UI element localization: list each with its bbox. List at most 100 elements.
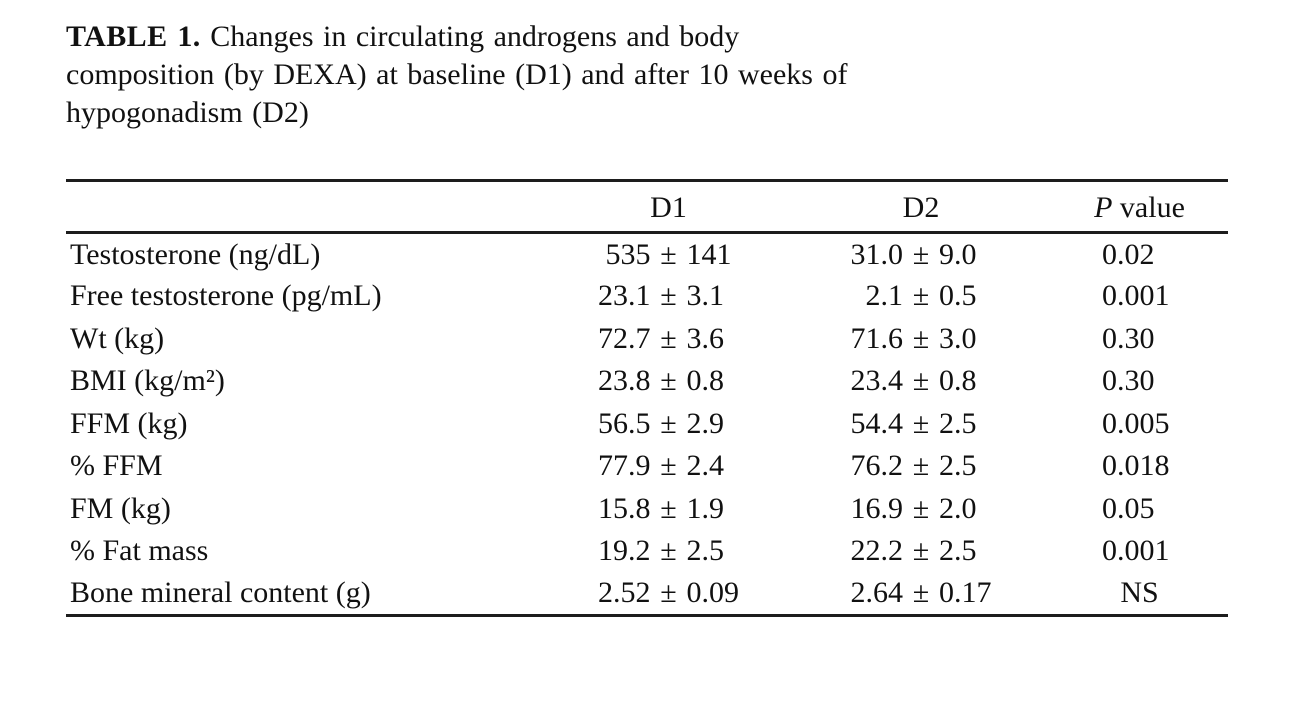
p-value-cell: 0.05	[1051, 488, 1228, 531]
header-row: D1 D2 P value	[66, 180, 1228, 234]
row-label: FFM (kg)	[70, 406, 188, 440]
plus-minus-sign: ±	[660, 449, 677, 483]
d2-measurement-cell: 71.6 ±3.0	[791, 318, 1051, 361]
table-row: FM (kg) 15.8 ±1.9 16.9 ±2.0 0.05	[66, 488, 1228, 531]
row-label: BMI (kg/m²)	[70, 364, 225, 398]
d1-measurement-cell: 23.1 ±3.1	[546, 275, 791, 318]
p-value-cell: 0.30	[1051, 318, 1228, 361]
sd-value: 0.17	[939, 576, 992, 609]
p-symbol: P	[1094, 191, 1113, 224]
mean-value: 2.52	[598, 576, 651, 609]
row-label: Free testosterone (pg/mL)	[70, 279, 382, 313]
row-label: Wt (kg)	[70, 321, 165, 355]
p-value-cell: 0.018	[1051, 445, 1228, 488]
mean-value: 2.64	[850, 576, 904, 609]
row-label: Testosterone (ng/dL)	[70, 237, 321, 271]
table-row: Free testosterone (pg/mL) 23.1 ±3.1 2.1 ±0.5…	[66, 275, 1228, 318]
table-caption-number: TABLE 1.	[66, 20, 201, 53]
table-row: BMI (kg/m²) 23.8 ±0.8 23.4 ±0.8 0.30	[66, 360, 1228, 403]
p-value: 0.02	[1102, 237, 1155, 271]
mean-value: 23.4	[850, 364, 904, 398]
mean-value: 535	[605, 237, 651, 271]
d1-measurement-cell: 2.52 ±0.09	[546, 573, 791, 616]
table-body: Testosterone (ng/dL) 535 ±141 31.0 ±9.0 0.02 F…	[66, 233, 1228, 616]
table-caption: TABLE 1. Changes in circulating androgen…	[66, 18, 1300, 132]
mean-value: 31.0	[850, 237, 904, 271]
header-d2: D2	[791, 180, 1051, 234]
mean-value: 15.8	[598, 491, 651, 525]
plus-minus-sign: ±	[912, 364, 930, 398]
sd-value: 2.0	[939, 491, 977, 525]
plus-minus-sign: ±	[660, 576, 677, 609]
mean-value: 22.2	[850, 534, 904, 568]
sd-value: 2.5	[939, 534, 977, 568]
table-row: Testosterone (ng/dL) 535 ±141 31.0 ±9.0 0.02	[66, 233, 1228, 276]
p-value: 0.005	[1102, 406, 1170, 440]
plus-minus-sign: ±	[660, 237, 677, 271]
row-label: % FFM	[70, 449, 163, 483]
table-row: % Fat mass 19.2 ±2.5 22.2 ±2.5 0.001	[66, 530, 1228, 573]
p-value: 0.30	[1102, 364, 1155, 398]
mean-value: 71.6	[850, 321, 904, 355]
header-parameter-blank	[66, 180, 546, 234]
sd-value: 0.8	[686, 364, 725, 398]
mean-value: 72.7	[598, 321, 651, 355]
results-table: D1 D2 P value Testosterone (ng/dL) 535 ±14…	[66, 179, 1228, 617]
p-value: 0.05	[1102, 491, 1155, 525]
p-value-cell: 0.001	[1051, 275, 1228, 318]
mean-value: 23.1	[598, 279, 651, 313]
plus-minus-sign: ±	[660, 321, 677, 355]
plus-minus-sign: ±	[912, 576, 930, 609]
sd-value: 0.09	[686, 576, 740, 609]
mean-value: 16.9	[850, 491, 904, 525]
plus-minus-sign: ±	[912, 321, 930, 355]
d2-measurement-cell: 54.4 ±2.5	[791, 403, 1051, 446]
p-value-cell: NS	[1051, 573, 1228, 616]
d1-measurement-cell: 56.5 ±2.9	[546, 403, 791, 446]
d2-measurement-cell: 22.2 ±2.5	[791, 530, 1051, 573]
mean-value: 76.2	[850, 449, 904, 483]
caption-line-1: Changes in circulating androgens and bod…	[210, 20, 740, 53]
plus-minus-sign: ±	[912, 237, 930, 271]
mean-value: 56.5	[598, 406, 651, 440]
plus-minus-sign: ±	[912, 449, 930, 483]
row-label: Bone mineral content (g)	[70, 576, 371, 609]
mean-value: 23.8	[598, 364, 651, 398]
sd-value: 9.0	[939, 237, 977, 271]
plus-minus-sign: ±	[912, 406, 930, 440]
sd-value: 2.4	[686, 449, 725, 483]
paper-page: TABLE 1. Changes in circulating androgen…	[0, 18, 1300, 617]
table-row: FFM (kg) 56.5 ±2.9 54.4 ±2.5 0.005	[66, 403, 1228, 446]
d1-measurement-cell: 72.7 ±3.6	[546, 318, 791, 361]
sd-value: 3.1	[686, 279, 725, 313]
sd-value: 2.5	[686, 534, 725, 568]
d2-measurement-cell: 2.64 ±0.17	[791, 573, 1051, 616]
p-value: 0.018	[1102, 449, 1170, 483]
sd-value: 1.9	[686, 491, 725, 525]
caption-line-3: hypogonadism (D2)	[66, 96, 309, 129]
d1-measurement-cell: 19.2 ±2.5	[546, 530, 791, 573]
sd-value: 2.5	[939, 406, 977, 440]
mean-value: 19.2	[598, 534, 651, 568]
row-label: % Fat mass	[70, 534, 209, 568]
sd-value: 2.5	[939, 449, 977, 483]
mean-value: 54.4	[850, 406, 904, 440]
caption-line-2: composition (by DEXA) at baseline (D1) a…	[66, 58, 848, 91]
d1-measurement-cell: 77.9 ±2.4	[546, 445, 791, 488]
d2-measurement-cell: 23.4 ±0.8	[791, 360, 1051, 403]
p-value-cell: 0.005	[1051, 403, 1228, 446]
sd-value: 141	[686, 237, 732, 271]
d1-measurement-cell: 15.8 ±1.9	[546, 488, 791, 531]
row-label: FM (kg)	[70, 491, 171, 525]
d2-measurement-cell: 2.1 ±0.5	[791, 275, 1051, 318]
d1-measurement-cell: 535 ±141	[546, 233, 791, 276]
p-value: 0.001	[1102, 534, 1170, 568]
plus-minus-sign: ±	[912, 491, 930, 525]
header-d1: D1	[546, 180, 791, 234]
p-value: NS	[1120, 576, 1159, 609]
p-value: 0.001	[1102, 279, 1170, 313]
p-value-word: value	[1119, 191, 1185, 224]
sd-value: 0.8	[939, 364, 977, 398]
d2-measurement-cell: 31.0 ±9.0	[791, 233, 1051, 276]
plus-minus-sign: ±	[660, 364, 677, 398]
